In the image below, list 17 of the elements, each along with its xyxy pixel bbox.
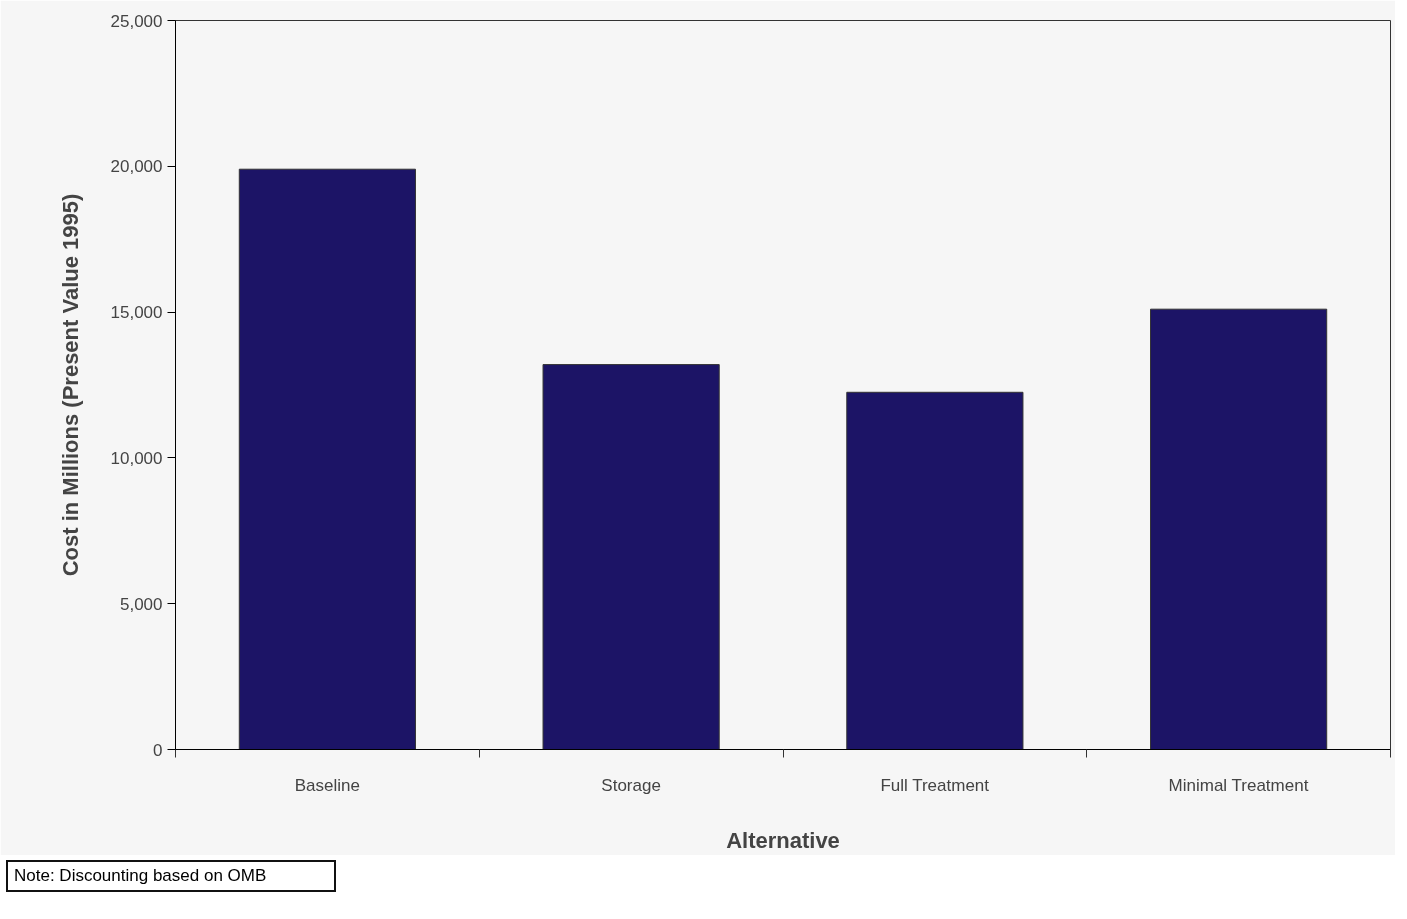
bar [1150, 308, 1328, 750]
x-tick-label: Storage [601, 775, 661, 795]
y-tick-label: 20,000 [110, 157, 163, 177]
y-axis-title: Cost in Millions (Present Value 1995) [57, 193, 83, 577]
bar [542, 364, 720, 750]
x-tick-label: Full Treatment [880, 775, 990, 795]
x-tick-label: Baseline [294, 775, 360, 795]
y-tick-label: 15,000 [110, 303, 163, 323]
y-tick-label: 5,000 [119, 594, 163, 614]
y-tick-label: 25,000 [110, 11, 163, 31]
y-tick-label: 10,000 [110, 448, 163, 468]
bar [238, 168, 416, 750]
x-tick-label: Minimal Treatment [1168, 775, 1309, 795]
y-tick-label: 0 [153, 740, 163, 760]
text: Note: Discounting based on OMB [14, 865, 267, 887]
bar [846, 391, 1024, 750]
x-axis-title: Alternative [726, 827, 840, 853]
